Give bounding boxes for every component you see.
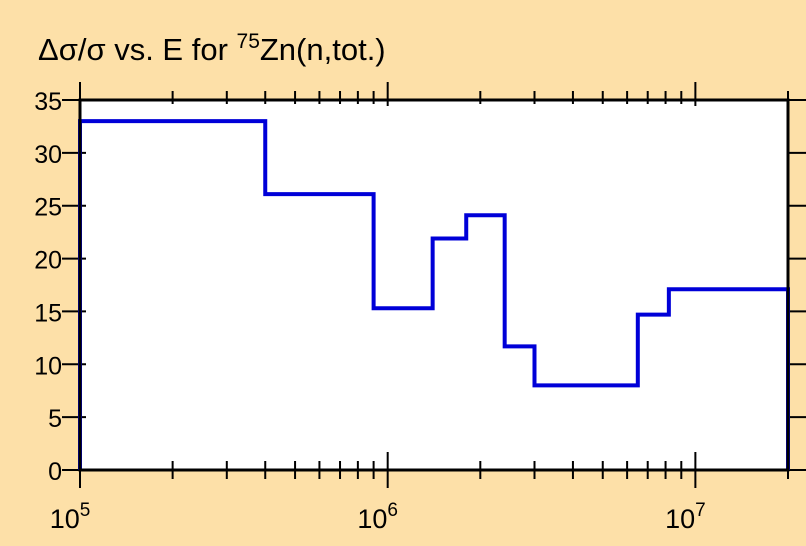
y-tick-label: 20	[34, 247, 62, 275]
y-tick-label: 5	[48, 405, 62, 433]
x-tick-label: 106	[357, 500, 398, 534]
plot-frame	[78, 98, 790, 472]
y-tick-label: 15	[34, 299, 62, 327]
chart-title-prefix: Δσ/σ vs. E for	[38, 32, 237, 67]
chart-title: Δσ/σ vs. E for 75Zn(n,tot.)	[38, 30, 386, 67]
y-tick-label: 10	[34, 352, 62, 380]
chart-title-rest: Zn(n,tot.)	[260, 32, 386, 67]
y-tick-label: 0	[48, 458, 62, 486]
chart-title-mass-number: 75	[237, 30, 260, 53]
y-tick-label: 35	[34, 88, 62, 116]
tick-labels: 0 5 10 15 20 25 30 35 105 106 107	[34, 88, 706, 534]
x-tick-label: 105	[50, 500, 91, 534]
y-tick-label: 30	[34, 141, 62, 169]
series-line	[78, 119, 790, 470]
x-tick-label: 107	[665, 500, 706, 534]
y-tick-label: 25	[34, 194, 62, 222]
